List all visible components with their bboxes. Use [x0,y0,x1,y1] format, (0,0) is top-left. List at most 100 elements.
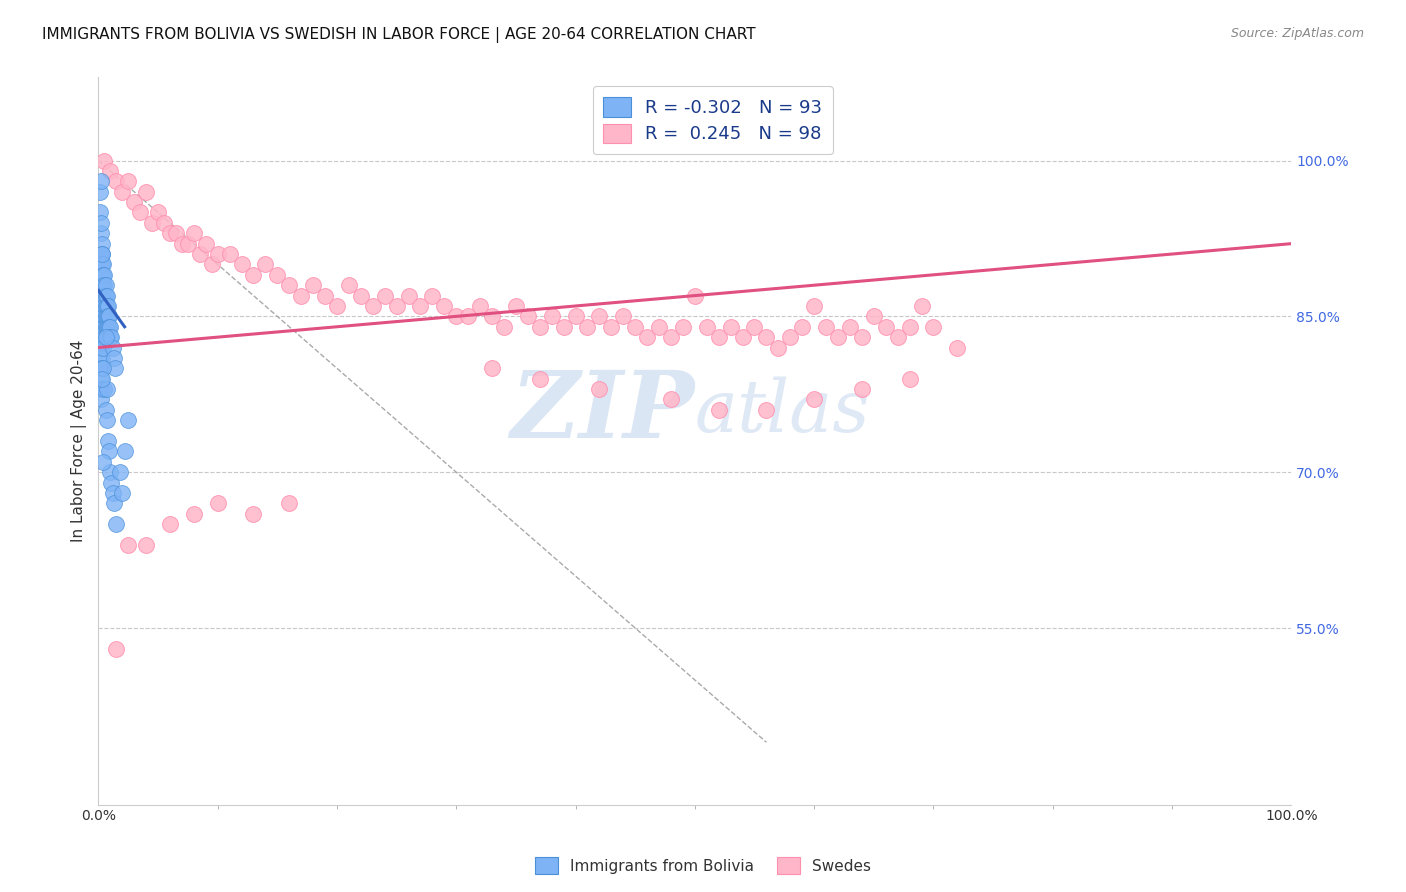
Point [90,319,112,334]
Point [117,174,139,188]
Point [91,268,114,282]
Point [117,413,139,427]
Point [481,361,503,376]
Point [114,444,136,458]
Point [588,310,610,324]
Point [337,278,360,293]
Point [90,247,112,261]
Point [207,247,229,261]
Point [183,507,205,521]
Point [875,319,897,334]
Point [111,486,134,500]
Point [576,319,599,334]
Text: Source: ZipAtlas.com: Source: ZipAtlas.com [1230,27,1364,40]
Point [755,330,778,344]
Point [96,310,118,324]
Point [553,319,575,334]
Point [89,319,111,334]
Point [94,299,117,313]
Point [98,330,121,344]
Point [564,310,586,324]
Point [89,278,111,293]
Point [792,319,814,334]
Point [278,496,301,510]
Point [90,288,112,302]
Point [696,319,718,334]
Point [177,236,200,251]
Point [90,268,112,282]
Point [481,310,503,324]
Point [290,288,312,302]
Point [600,319,623,334]
Point [90,382,112,396]
Point [314,288,336,302]
Point [624,319,647,334]
Point [744,319,766,334]
Point [101,341,124,355]
Point [93,299,115,313]
Point [350,288,373,302]
Text: atlas: atlas [695,376,870,447]
Point [468,299,491,313]
Point [94,278,117,293]
Point [398,288,420,302]
Point [90,257,112,271]
Point [91,257,114,271]
Point [672,319,695,334]
Point [98,465,121,479]
Point [93,268,115,282]
Point [90,310,112,324]
Point [803,392,825,407]
Point [683,288,706,302]
Point [153,216,176,230]
Point [165,227,187,241]
Point [103,496,125,510]
Point [122,195,145,210]
Point [159,227,181,241]
Point [90,372,112,386]
Point [101,486,124,500]
Point [636,330,658,344]
Point [90,330,112,344]
Point [90,372,112,386]
Point [803,299,825,313]
Point [444,310,467,324]
Point [100,475,122,490]
Point [254,257,277,271]
Point [90,278,112,293]
Point [98,319,121,334]
Point [648,319,671,334]
Point [170,236,193,251]
Point [96,319,118,334]
Point [505,299,527,313]
Point [183,227,205,241]
Point [457,310,479,324]
Point [242,268,264,282]
Point [90,392,112,407]
Point [90,341,112,355]
Point [731,330,754,344]
Point [910,299,932,313]
Point [862,310,884,324]
Point [105,641,128,656]
Point [129,205,152,219]
Point [90,278,112,293]
Point [839,319,862,334]
Point [90,319,112,334]
Point [91,330,114,344]
Point [779,330,801,344]
Point [90,310,112,324]
Point [898,372,921,386]
Point [90,299,112,313]
Point [659,330,682,344]
Point [90,174,112,188]
Point [97,434,120,448]
Point [94,319,117,334]
Point [98,319,121,334]
Point [188,247,211,261]
Point [851,382,873,396]
Point [529,372,551,386]
Point [201,257,224,271]
Point [231,257,253,271]
Legend: Immigrants from Bolivia, Swedes: Immigrants from Bolivia, Swedes [529,851,877,880]
